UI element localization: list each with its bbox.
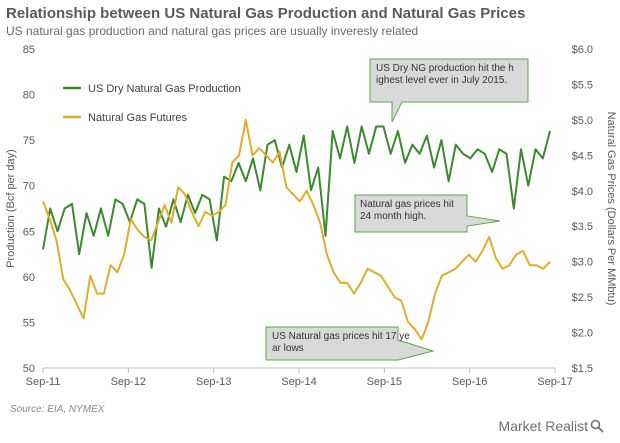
callout-text-line: Natural gas prices hit [360,199,457,210]
left-axis-label: Production (Bcf per day) [5,149,17,268]
left-tick-label: 80 [23,90,35,102]
callout-text-line: US Natural gas prices hit 17 ye [272,331,410,342]
left-tick-label: 65 [23,226,35,238]
brand-name: Market Realist [498,418,588,434]
left-tick-label: 50 [23,363,35,375]
right-tick-label: $2.0 [572,328,593,340]
callout-text-line: ar lows [272,343,304,354]
left-tick-label: 60 [23,272,35,284]
left-tick-label: 55 [23,317,35,329]
chart-subtitle: US natural gas production and natural ga… [6,24,419,38]
series-layer [42,118,551,341]
callout-box [265,326,435,361]
chart-title: Relationship between US Natural Gas Prod… [6,5,526,22]
callout-text-line: 24 month high. [360,211,426,222]
series-line-futures [42,118,551,341]
right-tick-label: $2.5 [572,292,593,304]
right-tick-label: $3.5 [572,221,593,233]
right-tick-label: $1.5 [572,363,593,375]
left-tick-label: 85 [23,44,35,56]
x-axis-ticks: Sep-11 Sep-12 Sep-13 Sep-14 Sep-15 Sep-16 Sep-… [26,368,573,388]
magnifier-icon [590,419,604,436]
right-axis-label: Natural Gas Prices (Dollars Per MMbtu) [605,112,617,306]
x-tick-label: Sep-16 [452,376,487,388]
source-note: Source: EIA, NYMEX [10,404,105,415]
x-tick-label: Sep-15 [367,376,402,388]
callout-box [354,194,501,233]
callout-text: Natural gas prices hit 24 month high. [360,199,457,222]
callout-text: US Dry NG production hit the h ighest lev… [376,63,514,86]
legend-label-futures: Natural Gas Futures [88,112,188,124]
right-tick-label: $5.5 [572,79,593,91]
brand-logo: Market Realist [499,418,604,436]
right-tick-label: $4.5 [572,150,593,162]
x-tick-label: Sep-12 [111,376,146,388]
callout-text: US Natural gas prices hit 17 ye ar lows [272,331,410,354]
x-tick-label: Sep-14 [281,376,316,388]
callout-text-line: ighest level ever in July 2015. [376,75,507,86]
right-tick-label: $4.0 [572,186,593,198]
legend-label-production: US Dry Natural Gas Production [88,83,241,95]
right-tick-label: $5.0 [572,115,593,127]
callout-box [369,58,529,123]
right-tick-label: $6.0 [572,44,593,56]
left-tick-label: 75 [23,135,35,147]
callouts: US Dry NG production hit the h ighest lev… [265,58,529,361]
x-tick-label: Sep-17 [537,376,572,388]
left-axis-ticks: 50 55 60 65 70 75 80 85 [23,44,35,375]
right-tick-label: $3.0 [572,257,593,269]
callout-text-line: US Dry NG production hit the h [376,63,514,74]
x-tick-label: Sep-11 [26,376,61,388]
right-axis-ticks: $1.5 $2.0 $2.5 $3.0 $3.5 $4.0 $4.5 $5.0 $5.5 $6.0 [572,44,593,375]
legend: US Dry Natural Gas Production Natural Ga… [63,83,241,124]
series-line-production [42,125,551,269]
left-tick-label: 70 [23,181,35,193]
x-tick-label: Sep-13 [196,376,231,388]
